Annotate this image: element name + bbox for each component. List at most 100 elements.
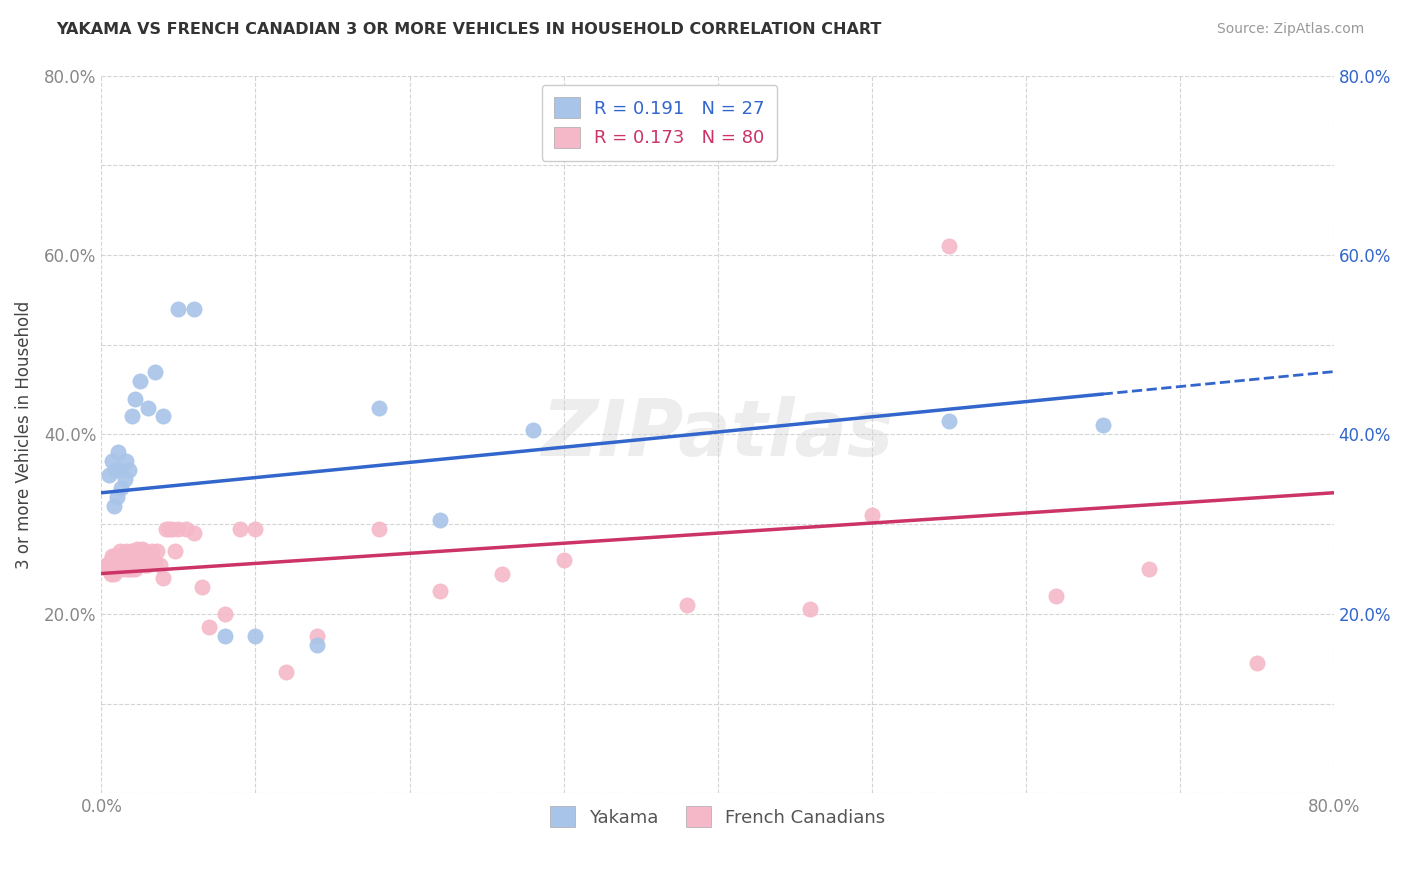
Point bbox=[120, 544, 142, 558]
Point bbox=[114, 472, 136, 486]
Point bbox=[307, 638, 329, 652]
Point bbox=[134, 558, 156, 572]
Point bbox=[98, 467, 121, 482]
Point bbox=[149, 558, 172, 572]
Point bbox=[114, 562, 136, 576]
Point bbox=[94, 558, 117, 572]
Point bbox=[198, 620, 221, 634]
Point bbox=[214, 629, 236, 643]
Point bbox=[101, 549, 124, 563]
Point bbox=[129, 558, 152, 572]
Text: Source: ZipAtlas.com: Source: ZipAtlas.com bbox=[1216, 22, 1364, 37]
Point bbox=[104, 463, 127, 477]
Legend: Yakama, French Canadians: Yakama, French Canadians bbox=[543, 799, 893, 835]
Point bbox=[136, 558, 159, 572]
Point bbox=[155, 522, 177, 536]
Point bbox=[122, 546, 145, 560]
Point bbox=[799, 602, 821, 616]
Point bbox=[105, 490, 128, 504]
Point bbox=[139, 553, 162, 567]
Point bbox=[122, 553, 145, 567]
Point bbox=[553, 553, 575, 567]
Point bbox=[131, 542, 153, 557]
Point bbox=[183, 301, 205, 316]
Point bbox=[491, 566, 513, 581]
Point bbox=[107, 553, 129, 567]
Point bbox=[97, 562, 120, 576]
Point bbox=[136, 549, 159, 563]
Point bbox=[860, 508, 883, 523]
Point bbox=[131, 555, 153, 569]
Text: ZIPatlas: ZIPatlas bbox=[541, 396, 894, 473]
Point bbox=[105, 562, 128, 576]
Point bbox=[127, 558, 149, 572]
Point bbox=[145, 555, 167, 569]
Point bbox=[125, 542, 148, 557]
Point bbox=[367, 401, 389, 415]
Point bbox=[115, 558, 138, 572]
Point bbox=[127, 544, 149, 558]
Point bbox=[100, 553, 122, 567]
Point bbox=[100, 566, 122, 581]
Point bbox=[157, 522, 180, 536]
Point bbox=[124, 392, 146, 406]
Point bbox=[162, 522, 184, 536]
Point bbox=[167, 301, 190, 316]
Point bbox=[1045, 589, 1067, 603]
Point bbox=[110, 549, 132, 563]
Point bbox=[107, 562, 129, 576]
Point bbox=[183, 526, 205, 541]
Point bbox=[121, 409, 143, 424]
Point bbox=[522, 423, 544, 437]
Point bbox=[129, 544, 152, 558]
Point bbox=[110, 562, 132, 576]
Point bbox=[110, 481, 132, 495]
Point bbox=[104, 562, 127, 576]
Point bbox=[129, 374, 152, 388]
Point bbox=[1137, 562, 1160, 576]
Point bbox=[152, 409, 174, 424]
Point bbox=[938, 414, 960, 428]
Point bbox=[107, 445, 129, 459]
Y-axis label: 3 or more Vehicles in Household: 3 or more Vehicles in Household bbox=[15, 301, 32, 568]
Point bbox=[117, 562, 139, 576]
Point bbox=[115, 544, 138, 558]
Point bbox=[146, 544, 169, 558]
Point bbox=[134, 544, 156, 558]
Point bbox=[1246, 657, 1268, 671]
Point bbox=[117, 549, 139, 563]
Point bbox=[108, 463, 131, 477]
Point bbox=[103, 566, 125, 581]
Point bbox=[114, 549, 136, 563]
Point bbox=[98, 558, 121, 572]
Point bbox=[190, 580, 212, 594]
Point bbox=[118, 463, 141, 477]
Point bbox=[167, 522, 190, 536]
Point bbox=[141, 544, 163, 558]
Point bbox=[938, 239, 960, 253]
Point bbox=[245, 629, 267, 643]
Point bbox=[112, 558, 135, 572]
Point bbox=[118, 562, 141, 576]
Point bbox=[132, 555, 155, 569]
Point bbox=[429, 584, 451, 599]
Point bbox=[1091, 418, 1114, 433]
Point bbox=[124, 562, 146, 576]
Point bbox=[115, 454, 138, 468]
Point bbox=[276, 665, 298, 680]
Point bbox=[174, 522, 197, 536]
Point bbox=[245, 522, 267, 536]
Point bbox=[229, 522, 252, 536]
Point bbox=[118, 553, 141, 567]
Text: YAKAMA VS FRENCH CANADIAN 3 OR MORE VEHICLES IN HOUSEHOLD CORRELATION CHART: YAKAMA VS FRENCH CANADIAN 3 OR MORE VEHI… bbox=[56, 22, 882, 37]
Point bbox=[145, 365, 167, 379]
Point bbox=[105, 549, 128, 563]
Point bbox=[429, 513, 451, 527]
Point bbox=[135, 553, 157, 567]
Point bbox=[367, 522, 389, 536]
Point bbox=[108, 558, 131, 572]
Point bbox=[103, 553, 125, 567]
Point bbox=[104, 549, 127, 563]
Point bbox=[103, 500, 125, 514]
Point bbox=[165, 544, 187, 558]
